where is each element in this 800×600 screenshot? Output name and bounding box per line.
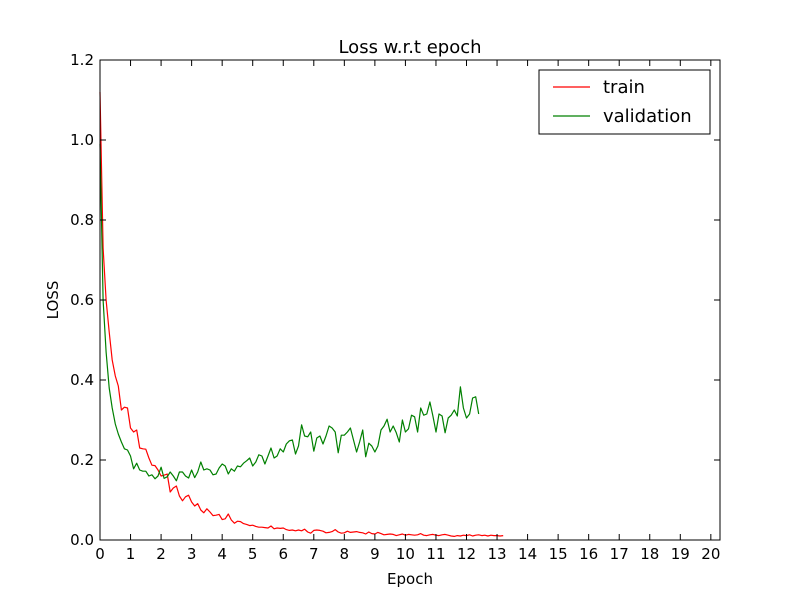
x-tick-label: 8	[340, 545, 350, 563]
x-tick-label: 2	[156, 545, 166, 563]
x-tick-label: 9	[370, 545, 380, 563]
x-tick-label: 13	[487, 545, 506, 563]
x-tick-label: 10	[396, 545, 415, 563]
x-tick-label: 17	[610, 545, 629, 563]
x-tick-label: 18	[640, 545, 659, 563]
x-tick-label: 5	[248, 545, 258, 563]
y-tick-label: 0.0	[70, 531, 94, 549]
plot-area: 0 1 2 3 4 5 6 7 8 9 10 11 12 13 14 15 16 17 18 19 200.00.20.…	[70, 51, 721, 563]
y-tick-label: 1.2	[70, 51, 94, 69]
chart-title: Loss w.r.t epoch	[338, 37, 481, 58]
legend-validation-label: validation	[603, 106, 692, 127]
x-tick-label: 3	[187, 545, 197, 563]
x-tick-label: 6	[278, 545, 288, 563]
x-tick-label: 15	[549, 545, 568, 563]
y-tick-label: 0.4	[70, 371, 94, 389]
x-axis-label: Epoch	[387, 570, 433, 588]
x-tick-label: 7	[309, 545, 319, 563]
legend: train validation	[538, 69, 711, 135]
series-line-validation	[99, 143, 480, 482]
x-tick-label: 11	[426, 545, 445, 563]
legend-box	[538, 69, 711, 135]
y-tick-label: 0.6	[70, 291, 94, 309]
x-tick-label: 4	[217, 545, 227, 563]
y-tick-label: 1.0	[70, 131, 94, 149]
y-tick-label: 0.8	[70, 211, 94, 229]
legend-train-label: train	[603, 77, 645, 98]
y-axis-label: LOSS	[44, 281, 62, 320]
x-tick-label: 12	[457, 545, 476, 563]
x-tick-label: 14	[518, 545, 537, 563]
x-tick-label: 0	[95, 545, 105, 563]
x-tick-label: 20	[701, 545, 720, 563]
x-tick-label: 16	[579, 545, 598, 563]
x-tick-label: 1	[126, 545, 136, 563]
y-tick-label: 0.2	[70, 451, 94, 469]
x-tick-label: 19	[671, 545, 690, 563]
